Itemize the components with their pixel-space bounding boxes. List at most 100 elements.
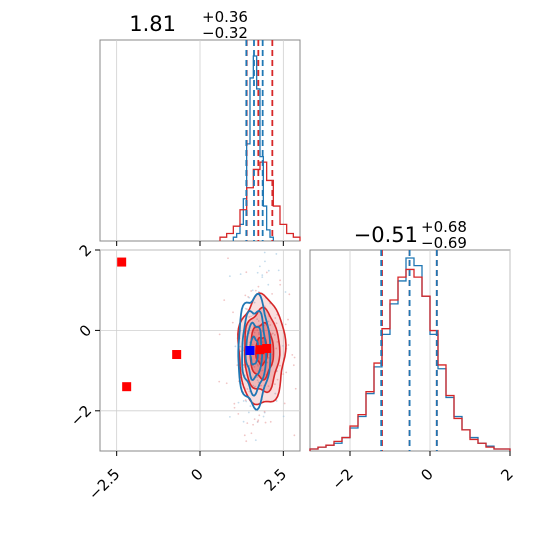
sample-point-red (225, 382, 228, 385)
sample-point-red (293, 356, 296, 359)
histogram-blue (232, 55, 274, 241)
sample-point-blue (228, 275, 231, 278)
sample-point-blue (274, 392, 277, 395)
sample-point-blue (237, 401, 240, 404)
sample-point-blue (251, 344, 254, 346)
sample-point-red (254, 289, 257, 292)
x-tick-label: 2 (497, 465, 516, 484)
sample-point-red (287, 344, 290, 346)
sample-point-blue (242, 420, 245, 423)
title-param-1-value: 1.81 (129, 12, 176, 36)
sample-point-red (256, 329, 259, 332)
sample-point-red (271, 332, 274, 335)
sample-point-red (274, 317, 277, 319)
sample-point-red (267, 356, 270, 359)
sample-point-blue (261, 341, 264, 343)
marker-0 (117, 257, 127, 267)
sample-point-red (288, 293, 291, 296)
sample-point-blue (267, 269, 270, 272)
title-param-2: −0.51 +0.68 −0.69 (354, 218, 467, 252)
sample-point-blue (261, 274, 264, 277)
sample-point-blue (250, 315, 252, 318)
y-tick-label: 0 (76, 321, 95, 340)
sample-point-blue (262, 415, 265, 418)
sample-point-red (261, 369, 264, 372)
sample-point-red (269, 420, 272, 423)
sample-point-red (275, 347, 278, 350)
sample-point-blue (249, 405, 252, 407)
sample-point-red (252, 423, 254, 426)
sample-point-blue (257, 381, 260, 384)
sample-point-red (279, 283, 282, 286)
sample-point-blue (284, 291, 287, 293)
sample-point-blue (254, 439, 257, 442)
marker-3 (255, 345, 265, 355)
sample-point-red (269, 324, 272, 326)
sample-point-red (232, 311, 234, 314)
sample-point-blue (253, 301, 256, 304)
sample-point-red (244, 294, 247, 297)
sample-point-red (245, 271, 248, 274)
contour-blue (241, 309, 268, 397)
sample-point-blue (267, 283, 270, 286)
sample-point-blue (282, 415, 285, 418)
sample-point-red (233, 402, 236, 405)
sample-point-blue (242, 400, 245, 402)
title-param-1-minus: −0.32 (202, 24, 248, 42)
sample-point-red (273, 334, 276, 336)
sample-point-red (243, 434, 246, 437)
marker-2 (172, 350, 182, 360)
sample-point-red (250, 432, 253, 435)
x-tick-label: −2.5 (85, 465, 123, 503)
sample-point-red (275, 322, 278, 325)
sample-point-red (279, 279, 281, 282)
sample-point-red (271, 293, 273, 295)
sample-point-blue (251, 314, 254, 316)
sample-point-red (218, 380, 221, 383)
sample-point-red (227, 257, 229, 260)
sample-point-red (231, 321, 234, 324)
sample-point-red (264, 421, 267, 424)
sample-point-red (263, 410, 266, 413)
sample-point-red (237, 412, 240, 415)
sample-point-blue (247, 411, 250, 414)
marker-5 (245, 346, 255, 355)
sample-point-red (244, 399, 247, 402)
sample-point-red (291, 353, 294, 356)
sample-point-blue (256, 271, 259, 274)
sample-point-red (282, 373, 285, 375)
sample-point-blue (264, 260, 266, 263)
sample-point-red (279, 364, 281, 367)
sample-point-red (284, 323, 287, 326)
sample-point-red (236, 364, 239, 367)
title-param-1: 1.81 +0.36 −0.32 (129, 8, 248, 42)
sample-point-red (246, 388, 249, 390)
contour-blue (237, 292, 272, 411)
sample-point-red (253, 418, 256, 421)
sample-point-red (257, 285, 260, 288)
histogram-red (309, 268, 511, 451)
sample-point-red (285, 371, 288, 374)
sample-point-red (257, 320, 260, 322)
sample-point-red (294, 387, 297, 390)
sample-point-blue (267, 320, 270, 323)
sample-point-red (223, 299, 226, 302)
sample-point-red (283, 402, 286, 405)
sample-point-blue (252, 384, 255, 387)
sample-point-red (265, 271, 268, 274)
sample-point-red (293, 434, 296, 437)
sample-point-blue (277, 269, 280, 272)
sample-point-red (233, 406, 236, 409)
sample-point-red (267, 385, 270, 388)
joint-scatter-panel: −2.5 0 2.5 −2 0 2 (67, 241, 301, 504)
sample-point-red (274, 383, 276, 386)
sample-point-red (258, 414, 261, 417)
sample-point-red (247, 295, 250, 298)
sample-point-red (276, 340, 279, 343)
title-param-2-minus: −0.69 (421, 234, 467, 252)
sample-point-blue (228, 415, 231, 418)
sample-point-blue (253, 331, 256, 334)
sample-point-red (287, 318, 289, 321)
title-param-1-plus: +0.36 (202, 8, 248, 26)
